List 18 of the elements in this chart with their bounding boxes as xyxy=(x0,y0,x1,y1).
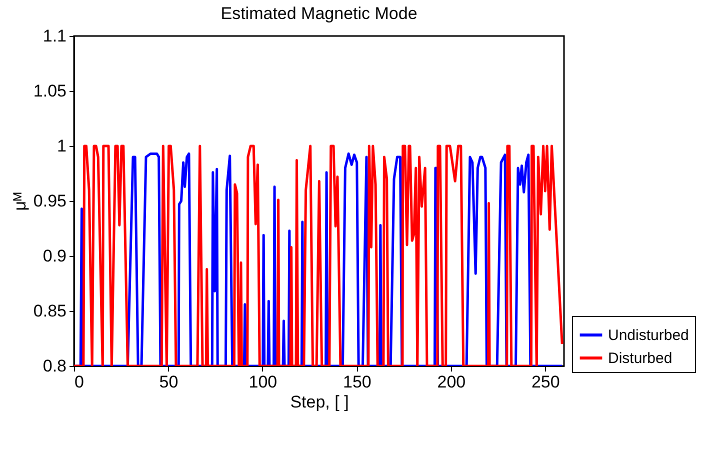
x-tick-label: 50 xyxy=(159,372,178,392)
legend-label: Disturbed xyxy=(608,350,672,367)
y-tick-label: 0.9 xyxy=(42,246,66,266)
y-tick-label: 0.95 xyxy=(33,192,66,210)
y-tick-label: 1.1 xyxy=(42,26,66,46)
y-tick-label: 0.8 xyxy=(42,356,66,376)
x-tick-label: 150 xyxy=(343,372,372,392)
x-tick-label: 250 xyxy=(531,372,560,392)
x-tick-label: 100 xyxy=(248,372,278,392)
x-tick-label: 200 xyxy=(437,372,466,392)
y-axis-title: μᴹ xyxy=(10,192,30,211)
legend-label: Undisturbed xyxy=(608,327,689,344)
y-tick-label: 0.85 xyxy=(33,302,66,320)
y-tick-label: 1.05 xyxy=(33,82,66,100)
x-tick-label: 0 xyxy=(74,372,84,392)
y-tick-label: 1 xyxy=(57,136,66,156)
chart-title: Estimated Magnetic Mode xyxy=(220,4,418,23)
x-axis-title: Step, [ ] xyxy=(290,392,349,412)
